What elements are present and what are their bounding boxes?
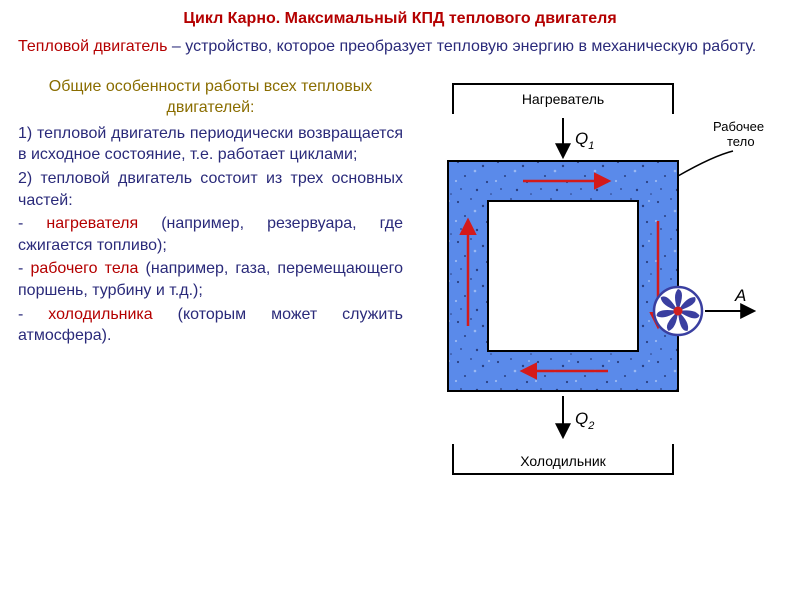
- title-text: Цикл Карно. Максимальный КПД теплового д…: [183, 10, 616, 27]
- bullet-1: - нагревателя (например, резервуара, где…: [18, 213, 403, 256]
- working-body-label: Рабочее тело: [713, 119, 768, 149]
- q2-arrow: Q2: [563, 396, 594, 436]
- work-arrow: A: [705, 286, 753, 311]
- heater-label: Нагреватель: [522, 91, 604, 107]
- left-column: Общие особенности работы всех тепловых д…: [18, 76, 403, 521]
- working-body: [448, 161, 678, 391]
- subheading: Общие особенности работы всех тепловых д…: [18, 76, 403, 119]
- turbine-icon: [654, 287, 702, 335]
- content-row: Общие особенности работы всех тепловых д…: [18, 76, 782, 521]
- kw-cooler: холодильника: [48, 306, 152, 323]
- item-1: 1) тепловой двигатель периодически возвр…: [18, 123, 403, 166]
- definition: Тепловой двигатель – устройство, которое…: [18, 36, 782, 58]
- item-2: 2) тепловой двигатель состоит из трех ос…: [18, 168, 403, 211]
- q2-label: Q2: [575, 409, 594, 432]
- bullet-2: - рабочего тела (например, газа, перемещ…: [18, 258, 403, 301]
- cooler-box: Холодильник: [453, 444, 673, 474]
- body-text: 1) тепловой двигатель периодически возвр…: [18, 123, 403, 347]
- definition-rest: – устройство, которое преобразует теплов…: [167, 38, 756, 55]
- kw-working-body: рабочего тела: [30, 260, 138, 277]
- cooler-label: Холодильник: [520, 453, 606, 469]
- definition-lead: Тепловой двигатель: [18, 38, 167, 55]
- q1-label: Q1: [575, 129, 594, 152]
- heater-box: Нагреватель: [453, 84, 673, 114]
- right-column: Нагреватель Q1: [413, 76, 778, 521]
- working-body-callout: Рабочее тело: [678, 119, 768, 176]
- kw-heater: нагревателя: [46, 215, 138, 232]
- heat-engine-diagram: Нагреватель Q1: [413, 76, 778, 516]
- a-label: A: [734, 286, 746, 305]
- subheading-text: Общие особенности работы всех тепловых д…: [49, 78, 372, 117]
- page-title: Цикл Карно. Максимальный КПД теплового д…: [18, 10, 782, 28]
- bullet-3: - холодильника (которым может служить ат…: [18, 304, 403, 347]
- q1-arrow: Q1: [563, 118, 594, 156]
